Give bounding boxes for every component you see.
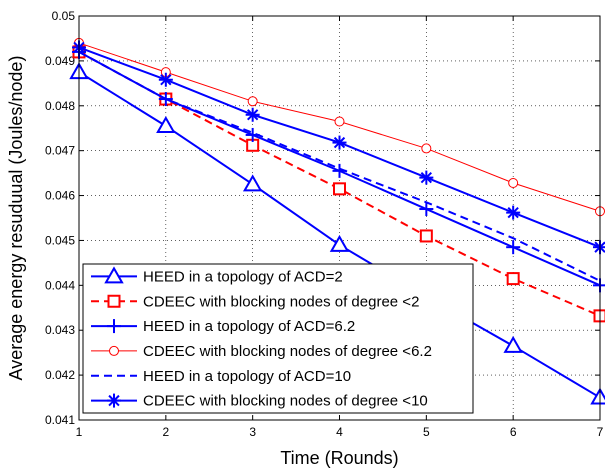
- data-point: [247, 96, 258, 107]
- x-tick-label: 7: [597, 425, 604, 439]
- y-tick-label: 0.045: [45, 233, 75, 247]
- y-tick-label: 0.048: [45, 99, 75, 113]
- plot-frame: [78, 15, 601, 421]
- y-tick-label: 0.041: [45, 413, 75, 427]
- legend-marker: [104, 266, 124, 284]
- data-point: [334, 116, 345, 127]
- legend-label: HEED in a topology of ACD=10: [143, 368, 351, 385]
- y-tick-label: 0.046: [45, 189, 75, 203]
- x-tick-label: 6: [510, 425, 517, 439]
- data-point: [242, 174, 263, 192]
- data-point: [506, 205, 521, 220]
- data-point: [508, 177, 519, 188]
- data-point: [245, 107, 260, 122]
- legend-entry: CDEEC with blocking nodes of degree <10: [91, 393, 428, 410]
- legend-label: CDEEC with blocking nodes of degree <2: [143, 293, 419, 310]
- y-tick-label: 0.05: [52, 9, 76, 23]
- data-point: [419, 170, 434, 185]
- series-5: [78, 51, 601, 282]
- legend-box: [82, 263, 474, 414]
- x-tick-label: 5: [423, 425, 430, 439]
- y-tick-label: 0.042: [45, 368, 75, 382]
- y-tick-label: 0.047: [45, 144, 75, 158]
- data-point: [419, 229, 433, 243]
- legend-marker: [109, 345, 119, 356]
- legend-entry: HEED in a topology of ACD=10: [91, 368, 351, 385]
- legend-entry: HEED in a topology of ACD=2: [91, 266, 343, 285]
- series-group: [69, 37, 605, 405]
- legend-marker: [107, 294, 121, 308]
- data-point: [329, 234, 350, 252]
- x-axis-label: Time (Rounds): [280, 448, 398, 468]
- legend-label: HEED in a topology of ACD=2: [143, 268, 343, 285]
- x-tick-label: 1: [76, 425, 83, 439]
- legend-entry: HEED in a topology of ACD=6.2: [91, 318, 355, 335]
- data-point: [506, 240, 521, 255]
- legend-marker: [107, 319, 121, 334]
- data-point: [503, 335, 523, 353]
- x-tick-label: 4: [336, 425, 343, 439]
- series-line: [78, 51, 601, 282]
- data-point: [158, 72, 173, 87]
- legend-label: CDEEC with blocking nodes of degree <6.2: [143, 343, 432, 360]
- data-point: [419, 202, 434, 217]
- x-tick-label: 2: [162, 425, 169, 439]
- legend-entry: CDEEC with blocking nodes of degree <6.2: [91, 343, 432, 360]
- y-tick-label: 0.049: [45, 54, 75, 68]
- y-tick-label: 0.043: [45, 323, 75, 337]
- data-point: [332, 135, 347, 150]
- data-point: [156, 115, 176, 133]
- data-point: [333, 182, 346, 196]
- data-point: [506, 272, 520, 286]
- legend-entry: CDEEC with blocking nodes of degree <2: [91, 293, 419, 310]
- x-tick-label: 3: [249, 425, 256, 439]
- legend-marker: [107, 393, 121, 408]
- series-4: [74, 37, 605, 217]
- data-point: [421, 143, 432, 154]
- y-axis-label: Average energy resuduual (Joules/node): [6, 56, 26, 381]
- legend: HEED in a topology of ACD=2 CDEEC with bl…: [82, 263, 474, 414]
- legend-label: HEED in a topology of ACD=6.2: [143, 318, 355, 335]
- legend-label: CDEEC with blocking nodes of degree <10: [143, 393, 428, 410]
- axis-ticks: 1 2 3 4 5 6 7 0.041 0.042 0.043 0.044 0.045 0.046 0.0…: [45, 9, 604, 439]
- y-tick-label: 0.044: [45, 278, 75, 292]
